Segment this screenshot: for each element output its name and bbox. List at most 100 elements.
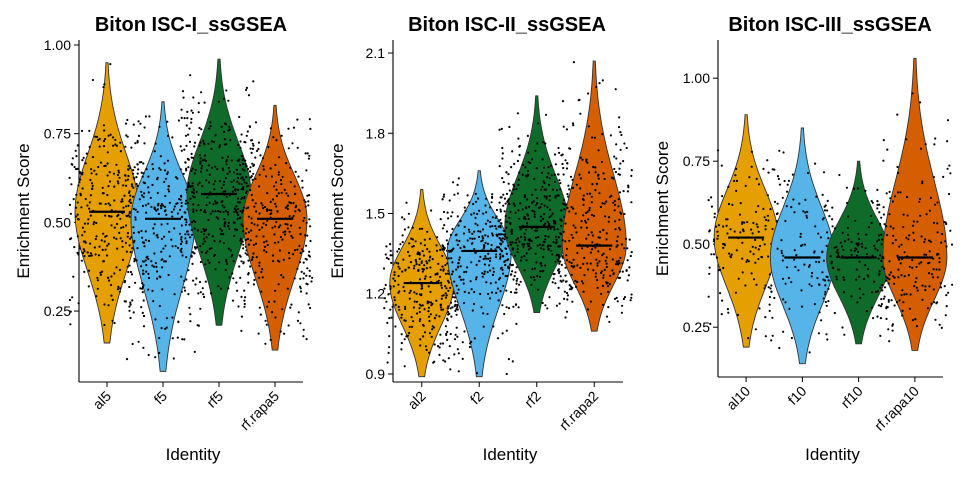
data-point (68, 203, 72, 206)
data-point (205, 236, 208, 239)
data-point (239, 146, 242, 149)
data-point (270, 175, 273, 178)
data-point (750, 228, 753, 231)
y-tick-label: 0.50 (44, 214, 71, 230)
data-point (559, 232, 563, 236)
data-point (747, 337, 750, 340)
data-point (595, 258, 598, 261)
data-point (136, 141, 139, 144)
data-point (198, 153, 201, 157)
data-point (136, 247, 139, 250)
data-point (582, 282, 585, 285)
data-point (860, 242, 864, 245)
data-point (713, 212, 716, 215)
data-point (283, 332, 286, 335)
data-point (719, 292, 722, 295)
data-point (877, 238, 881, 241)
data-point (188, 306, 191, 309)
data-point (933, 301, 936, 304)
data-point (511, 263, 514, 266)
data-point (572, 207, 575, 210)
data-point (558, 151, 561, 154)
data-point (822, 259, 826, 262)
data-point (463, 290, 466, 293)
data-point (488, 269, 492, 272)
data-point (249, 189, 252, 192)
data-point (181, 90, 185, 93)
data-point (598, 236, 601, 239)
data-point (856, 301, 859, 304)
data-point (617, 205, 620, 208)
data-point (141, 260, 145, 263)
data-point (136, 210, 139, 213)
data-point (592, 165, 595, 168)
data-point (301, 248, 304, 251)
data-point (506, 258, 509, 262)
data-point (757, 230, 760, 233)
data-point (582, 262, 585, 265)
data-point (404, 307, 407, 310)
data-point (771, 168, 774, 171)
data-point (598, 192, 601, 195)
data-point (262, 235, 265, 238)
data-point (427, 301, 430, 304)
data-point (735, 167, 738, 170)
data-point (901, 314, 904, 317)
data-point (617, 276, 620, 279)
data-point (439, 333, 442, 336)
data-point (889, 225, 892, 228)
data-point (776, 202, 779, 205)
data-point (305, 244, 308, 247)
data-point (870, 200, 873, 203)
data-point (883, 267, 886, 270)
data-point (106, 244, 109, 247)
data-point (257, 147, 260, 151)
data-point (95, 235, 98, 238)
data-point (302, 261, 305, 264)
data-point (288, 215, 291, 218)
data-point (84, 162, 87, 165)
data-point (225, 160, 228, 163)
data-point (241, 155, 244, 158)
data-point (247, 184, 250, 187)
y-tick-label: 0.75 (44, 126, 71, 142)
data-point (574, 212, 577, 215)
data-point (535, 167, 538, 170)
data-point (438, 275, 442, 278)
data-point (248, 170, 252, 173)
y-axis-title: Enrichment Score (328, 143, 347, 278)
data-point (930, 273, 934, 276)
data-point (542, 166, 546, 169)
data-point (870, 214, 873, 217)
data-point (553, 228, 556, 231)
y-axis-title: Enrichment Score (14, 143, 33, 278)
data-point (417, 268, 420, 271)
data-point (887, 282, 890, 285)
data-point (507, 358, 510, 361)
data-point (192, 195, 195, 198)
data-point (70, 183, 73, 186)
data-point (145, 264, 148, 267)
data-point (409, 289, 412, 292)
data-point (715, 256, 719, 259)
data-point (878, 234, 881, 237)
data-point (151, 289, 154, 292)
data-point (864, 264, 867, 267)
data-point (589, 251, 593, 254)
data-point (199, 170, 203, 173)
data-point (525, 175, 528, 178)
data-point (211, 210, 214, 213)
data-point (105, 254, 109, 257)
data-point (528, 242, 531, 245)
data-point (232, 171, 236, 174)
data-point (451, 270, 454, 273)
data-point (298, 261, 302, 264)
data-point (300, 270, 303, 273)
data-point (502, 181, 505, 184)
data-point (717, 224, 721, 227)
data-point (383, 297, 386, 300)
data-point (272, 260, 275, 263)
data-point (521, 173, 524, 176)
data-point (520, 256, 523, 259)
data-point (729, 256, 733, 259)
